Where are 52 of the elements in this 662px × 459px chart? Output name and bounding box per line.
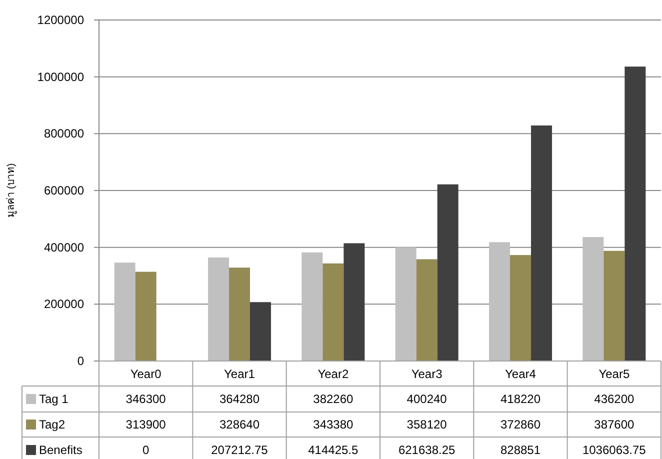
data-label: 436200 [594, 392, 635, 406]
x-tick-label: Year4 [505, 367, 536, 381]
bar [302, 252, 323, 361]
x-tick-label: Year1 [224, 367, 256, 381]
y-tick-label: 200000 [44, 297, 84, 312]
bar [582, 237, 604, 361]
data-label: 414425.5 [308, 443, 359, 457]
data-label: 0 [142, 443, 150, 457]
data-label: 358120 [406, 418, 448, 432]
data-label: 1036063.75 [582, 443, 646, 457]
bar [624, 66, 646, 361]
x-tick-label: Year3 [411, 367, 443, 381]
x-tick-label: Year5 [598, 367, 630, 381]
y-tick-label: 800000 [44, 126, 84, 141]
data-label: 387600 [594, 418, 635, 432]
data-label: 364280 [219, 392, 260, 406]
bar [416, 259, 438, 361]
y-axis-title: มูลค่า (บาท) [6, 163, 17, 218]
bar [208, 257, 229, 361]
bar [250, 302, 271, 361]
data-label: 372860 [500, 418, 541, 432]
data-label: 343380 [313, 418, 354, 432]
bar [510, 255, 531, 361]
bar [395, 247, 416, 361]
legend-label: Tag2 [39, 418, 66, 432]
y-tick-label: 600000 [44, 184, 84, 198]
data-label: 400240 [406, 392, 448, 406]
bar [437, 184, 458, 361]
data-label: 828851 [500, 443, 541, 457]
legend-label: Tag 1 [39, 392, 69, 406]
data-label: 621638.25 [398, 443, 456, 457]
data-label: 382260 [313, 392, 354, 406]
data-label: 328640 [219, 418, 260, 432]
bar [135, 272, 156, 361]
y-tick-label: 1200000 [37, 13, 84, 27]
data-label: 313900 [126, 418, 166, 432]
bar [489, 242, 510, 361]
data-label: 207212.75 [211, 443, 268, 457]
bar [531, 125, 552, 361]
bar [114, 262, 136, 361]
bar [229, 268, 250, 361]
y-tick-label: 1000000 [37, 70, 84, 84]
y-tick-label: 400000 [44, 240, 84, 254]
data-label: 418220 [500, 392, 541, 406]
x-tick-label: Year2 [318, 367, 349, 381]
y-tick-label: 0 [77, 354, 84, 368]
data-label: 346300 [126, 392, 166, 406]
bar [322, 263, 344, 361]
x-tick-label: Year0 [130, 367, 162, 381]
bar [604, 250, 625, 361]
bar [344, 243, 365, 361]
legend-label: Benefits [39, 443, 82, 457]
